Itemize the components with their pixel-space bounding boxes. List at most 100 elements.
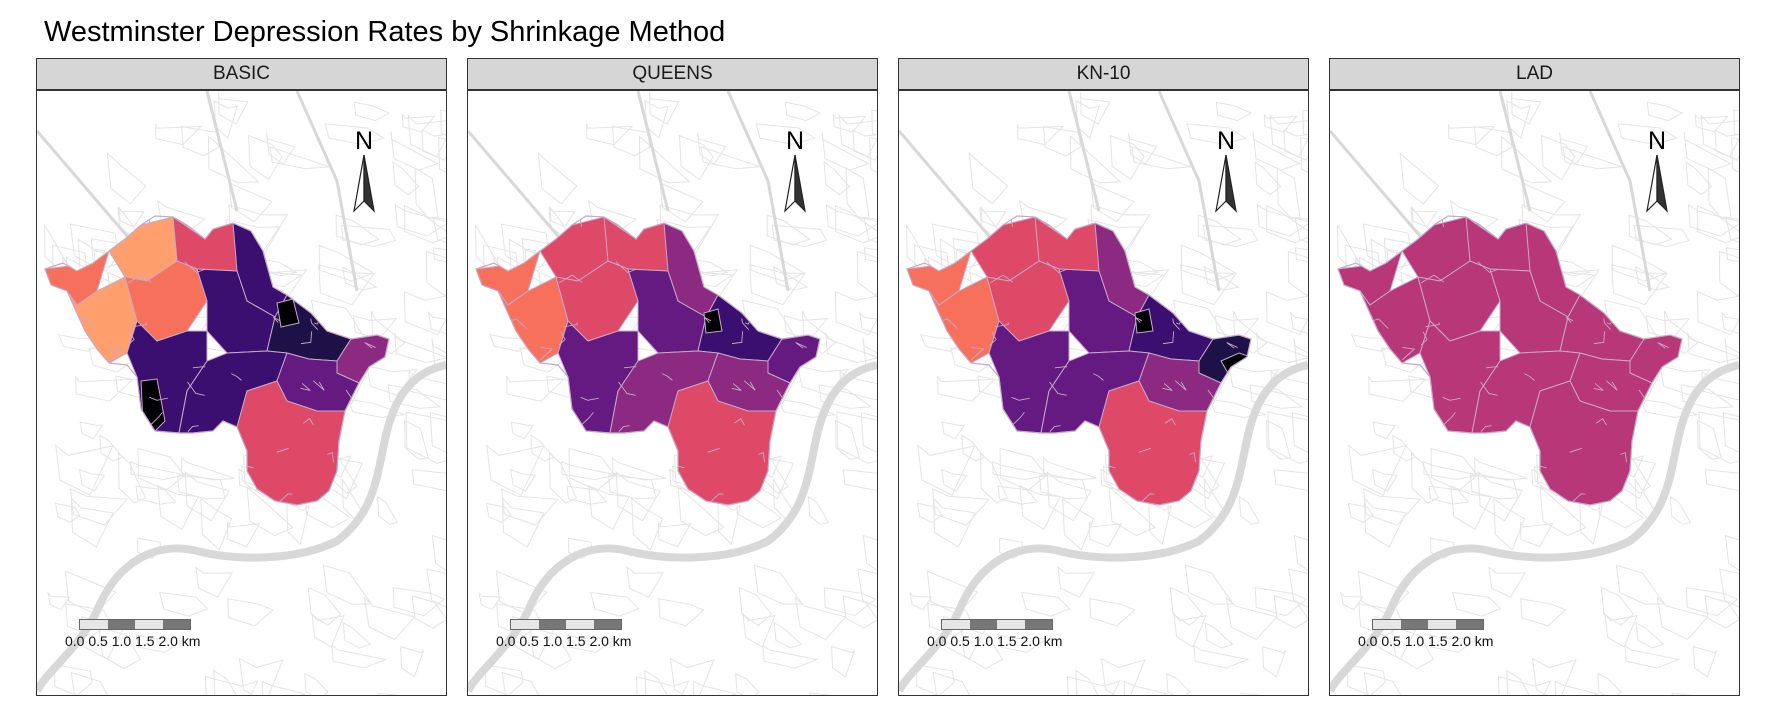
basemap-line [1038,474,1088,500]
basemap-line [1704,469,1739,491]
panel-label: QUEENS [632,63,713,84]
lsoa-boundary [941,407,960,416]
basemap-line [1700,114,1739,158]
basemap-line [352,315,398,340]
basemap-line [69,488,128,526]
lsoa-boundary [1164,418,1176,426]
basemap-line [1611,244,1668,282]
basemap-line [916,502,943,524]
scale-label: 1.5 [1428,633,1448,649]
basemap-line [960,626,1004,670]
basemap-line [495,570,548,615]
lsoa-boundary [58,455,68,467]
basemap-line [1289,310,1308,335]
basemap-line [1698,411,1739,464]
basemap-line [678,134,714,181]
lsoa-boundary [558,274,583,284]
basemap-line [405,411,446,464]
lsoa-boundary [743,380,756,391]
basemap-line [181,456,235,481]
lsoa-boundary [149,396,168,401]
lsoa-boundary [1172,318,1181,330]
basemap-line [932,671,971,695]
basemap-line [1520,598,1567,627]
basemap-line [1731,137,1739,173]
basemap-line [1697,204,1739,244]
basemap-line [1704,595,1739,629]
lsoa-boundary [731,383,742,391]
lsoa-boundary [127,331,135,346]
basemap-line [566,634,617,653]
basemap-line [1506,669,1530,695]
panel-strip: QUEENS [467,58,878,90]
lsoa-boundary [1189,452,1196,463]
lsoa-boundary [346,424,359,435]
basemap-line [184,470,230,522]
scale-label: 1.0 [1404,633,1425,649]
lsoa-boundary [936,462,945,469]
basemap-line [1368,375,1427,402]
scale-bar: 0.0 0.5 1.0 1.5 2.0 km [496,619,666,659]
basemap-line [421,129,446,161]
basemap-line [1262,645,1287,678]
basemap-line [836,411,877,464]
basemap-line [1477,470,1523,522]
basemap-line [1347,502,1374,524]
basemap-line [340,224,397,248]
basemap-line [1362,488,1421,526]
lsoa-boundary [618,425,630,432]
figure-title: Westminster Depression Rates by Shrinkag… [44,16,726,48]
basemap-line [1733,109,1739,136]
basemap-line [342,621,372,649]
basemap-line [425,250,446,297]
lsoa-boundary [1565,316,1574,323]
lsoa-boundary [300,331,313,345]
basemap-line [1725,247,1739,263]
basemap-line [137,447,186,492]
lsoa-boundary [331,306,353,319]
lsoa-boundary [618,381,636,396]
map-zone-dark-patch [1134,308,1154,334]
lsoa-boundary [278,493,293,504]
map-panel-kn10: KN-10 N 0.0 0.5 1.0 1.5 2.0 km [898,58,1309,696]
basemap-line [932,496,976,548]
lsoa-boundary [1226,342,1238,349]
lsoa-boundary [1193,306,1215,319]
basemap-line [1075,669,1099,695]
basemap-line [649,92,680,125]
basemap-line [823,587,877,617]
westminster-region [44,215,390,506]
lsoa-boundary [1477,261,1499,273]
basemap-line [1266,204,1308,244]
lsoa-boundary [989,331,997,346]
basemap-line [318,264,375,306]
basemap-line [1254,587,1308,617]
lsoa-boundary [79,407,98,416]
lsoa-boundary [1232,366,1238,375]
basemap-line [432,216,446,243]
basemap-line [1722,412,1739,453]
basemap-line [1263,113,1298,133]
lsoa-boundary [558,331,566,346]
lsoa-boundary [540,346,554,361]
basemap-line [1500,135,1553,184]
basemap-line [1267,411,1308,464]
lsoa-boundary [187,381,205,396]
basemap-line [1430,447,1479,492]
basemap-line [1539,486,1587,537]
lsoa-boundary [1162,383,1173,391]
basemap-line [871,109,877,136]
basemap-line [749,264,806,306]
basemap-line [831,645,856,678]
westminster-region [1337,215,1683,506]
basemap-line [98,626,142,670]
basemap-line [548,452,578,504]
region-outline [475,215,821,506]
basemap-line [738,586,773,627]
basemap-line [821,131,870,171]
basemap-line [378,692,401,695]
basemap-line [486,444,545,496]
basemap-line [586,123,634,146]
basemap-line [852,129,877,161]
basemap-line [485,664,524,695]
